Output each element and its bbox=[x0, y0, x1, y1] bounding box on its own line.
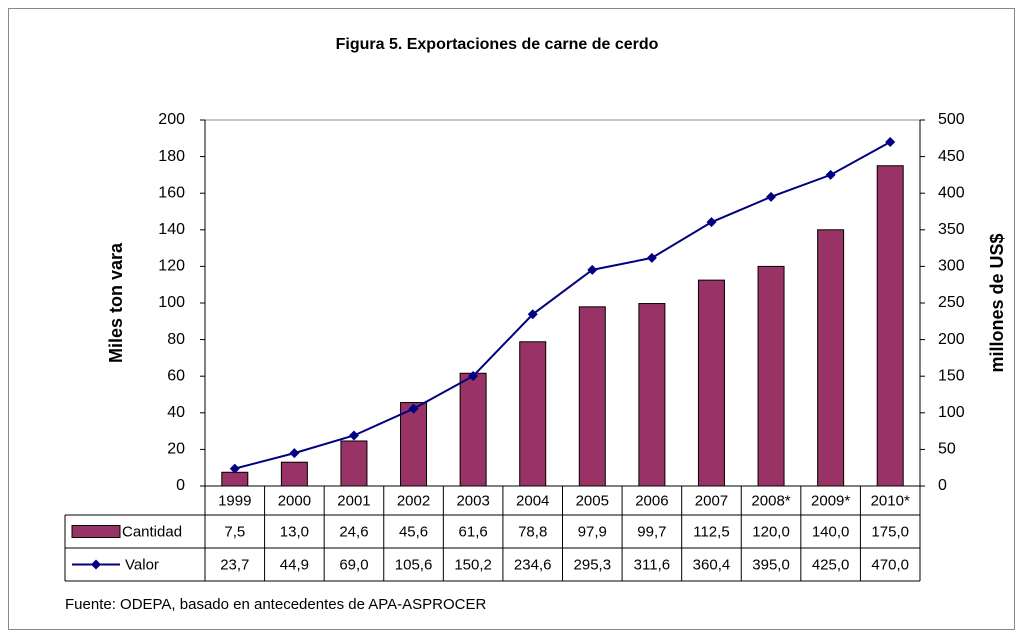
table-value: 120,0 bbox=[752, 523, 790, 540]
y2-tick-label: 450 bbox=[938, 148, 965, 165]
table-value: 24,6 bbox=[339, 523, 368, 540]
y2-tick-label: 400 bbox=[938, 184, 965, 201]
bar bbox=[817, 229, 845, 487]
table-value: 23,7 bbox=[220, 556, 249, 573]
bar bbox=[757, 265, 785, 487]
marker bbox=[527, 309, 538, 320]
table-value: 425,0 bbox=[812, 556, 850, 573]
table-value: 105,6 bbox=[395, 556, 433, 573]
x-tick-label: 2001 bbox=[337, 492, 370, 509]
marker bbox=[706, 217, 717, 228]
table-value: 69,0 bbox=[339, 556, 368, 573]
x-tick-label: 2010* bbox=[871, 492, 910, 509]
frame bbox=[8, 8, 1015, 630]
y-tick-label: 60 bbox=[167, 367, 185, 384]
x-tick-label: 2006 bbox=[635, 492, 668, 509]
bar bbox=[638, 303, 666, 487]
x-tick-label: 2000 bbox=[278, 492, 311, 509]
bar bbox=[519, 341, 547, 487]
x-tick-label: 2005 bbox=[576, 492, 609, 509]
marker bbox=[229, 463, 240, 474]
marker bbox=[766, 191, 777, 202]
table-value: 295,3 bbox=[574, 556, 612, 573]
x-tick-label: 2002 bbox=[397, 492, 430, 509]
table-value: 45,6 bbox=[399, 523, 428, 540]
x-tick-label: 2009* bbox=[811, 492, 850, 509]
y-tick-label: 160 bbox=[158, 184, 185, 201]
y2-tick-label: 0 bbox=[938, 477, 947, 494]
y2-tick-label: 350 bbox=[938, 221, 965, 238]
table-value: 44,9 bbox=[280, 556, 309, 573]
legend-swatch bbox=[91, 559, 101, 570]
table-value: 140,0 bbox=[812, 523, 850, 540]
bar bbox=[280, 461, 308, 487]
marker bbox=[468, 371, 479, 382]
y2-tick-label: 250 bbox=[938, 294, 965, 311]
bar bbox=[459, 372, 487, 487]
marker bbox=[348, 430, 359, 441]
table-value: 234,6 bbox=[514, 556, 552, 573]
table-value: 360,4 bbox=[693, 556, 731, 573]
y-tick-label: 0 bbox=[176, 477, 185, 494]
y2-tick-label: 500 bbox=[938, 111, 965, 128]
bar bbox=[578, 306, 606, 487]
table-value: 7,5 bbox=[224, 523, 245, 540]
y-axis-title: Miles ton vara bbox=[106, 242, 126, 363]
y2-axis-title: millones de US$ bbox=[987, 233, 1007, 372]
table-value: 99,7 bbox=[637, 523, 666, 540]
y2-tick-label: 100 bbox=[938, 404, 965, 421]
chart-title: Figura 5. Exportaciones de carne de cerd… bbox=[336, 36, 659, 53]
table-value: 395,0 bbox=[752, 556, 790, 573]
x-tick-label: 2007 bbox=[695, 492, 728, 509]
table-value: 97,9 bbox=[578, 523, 607, 540]
y-tick-label: 200 bbox=[158, 111, 185, 128]
y-tick-label: 120 bbox=[158, 258, 185, 275]
marker bbox=[289, 448, 300, 459]
marker bbox=[587, 264, 598, 275]
y-tick-label: 40 bbox=[167, 404, 185, 421]
table-value: 112,5 bbox=[693, 523, 729, 540]
bar bbox=[697, 279, 725, 487]
marker bbox=[408, 403, 419, 414]
y-tick-label: 20 bbox=[167, 441, 185, 458]
y2-tick-label: 300 bbox=[938, 258, 965, 275]
y2-tick-label: 50 bbox=[938, 441, 956, 458]
table-value: 61,6 bbox=[459, 523, 488, 540]
x-tick-label: 1999 bbox=[218, 492, 251, 509]
bar bbox=[876, 165, 904, 487]
table-value: 78,8 bbox=[518, 523, 547, 540]
y2-tick-label: 150 bbox=[938, 367, 965, 384]
y-tick-label: 80 bbox=[167, 331, 185, 348]
marker bbox=[646, 252, 657, 263]
table-value: 175,0 bbox=[871, 523, 909, 540]
y-tick-label: 180 bbox=[158, 148, 185, 165]
table-value: 311,6 bbox=[634, 556, 670, 573]
legend-label: Cantidad bbox=[122, 523, 182, 540]
x-tick-label: 2008* bbox=[751, 492, 790, 509]
table-value: 13,0 bbox=[280, 523, 309, 540]
bar bbox=[340, 440, 368, 487]
x-tick-label: 2004 bbox=[516, 492, 549, 509]
bar bbox=[221, 471, 249, 487]
bar bbox=[400, 402, 428, 487]
line bbox=[234, 141, 891, 470]
marker bbox=[885, 136, 896, 147]
table-value: 470,0 bbox=[871, 556, 909, 573]
table-value: 150,2 bbox=[454, 556, 492, 573]
source-note: Fuente: ODEPA, basado en antecedentes de… bbox=[65, 596, 487, 613]
x-tick-label: 2003 bbox=[456, 492, 489, 509]
y2-tick-label: 200 bbox=[938, 331, 965, 348]
legend-swatch bbox=[71, 525, 121, 538]
legend-label: Valor bbox=[125, 556, 159, 573]
marker bbox=[825, 169, 836, 180]
y-tick-label: 100 bbox=[158, 294, 185, 311]
y-tick-label: 140 bbox=[158, 221, 185, 238]
